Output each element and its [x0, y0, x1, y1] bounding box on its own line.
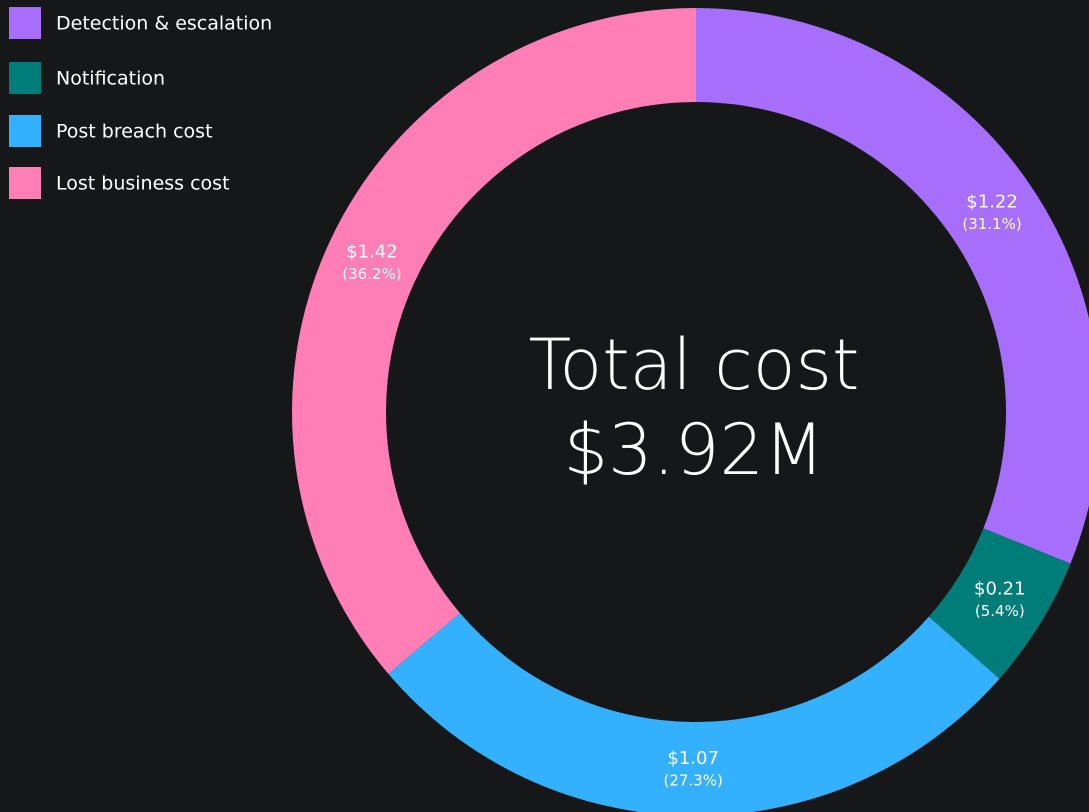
donut-segment [291, 8, 696, 674]
value-label: $1.22 [966, 191, 1018, 212]
value-label: $1.42 [346, 241, 398, 262]
legend-label: Lost business cost [56, 173, 230, 195]
legend-swatch [9, 7, 41, 39]
legend-swatch [9, 62, 41, 94]
legend-swatch [9, 167, 41, 199]
center-value: $3.92M [564, 409, 825, 491]
value-label: $0.21 [974, 579, 1026, 600]
donut-segment [928, 528, 1071, 679]
donut-segment [388, 612, 1000, 812]
legend-label: Detection & escalation [56, 13, 272, 35]
donut-segment [696, 8, 1089, 564]
center-title: Total cost [529, 324, 860, 406]
legend-label: Post breach cost [56, 121, 213, 143]
value-label: $1.07 [667, 748, 719, 769]
share-label: (36.2%) [342, 265, 401, 283]
share-label: (5.4%) [975, 602, 1025, 620]
legend-label: Notification [56, 68, 165, 90]
share-label: (27.3%) [663, 771, 722, 789]
legend-swatch [9, 115, 41, 147]
share-label: (31.1%) [962, 215, 1021, 233]
